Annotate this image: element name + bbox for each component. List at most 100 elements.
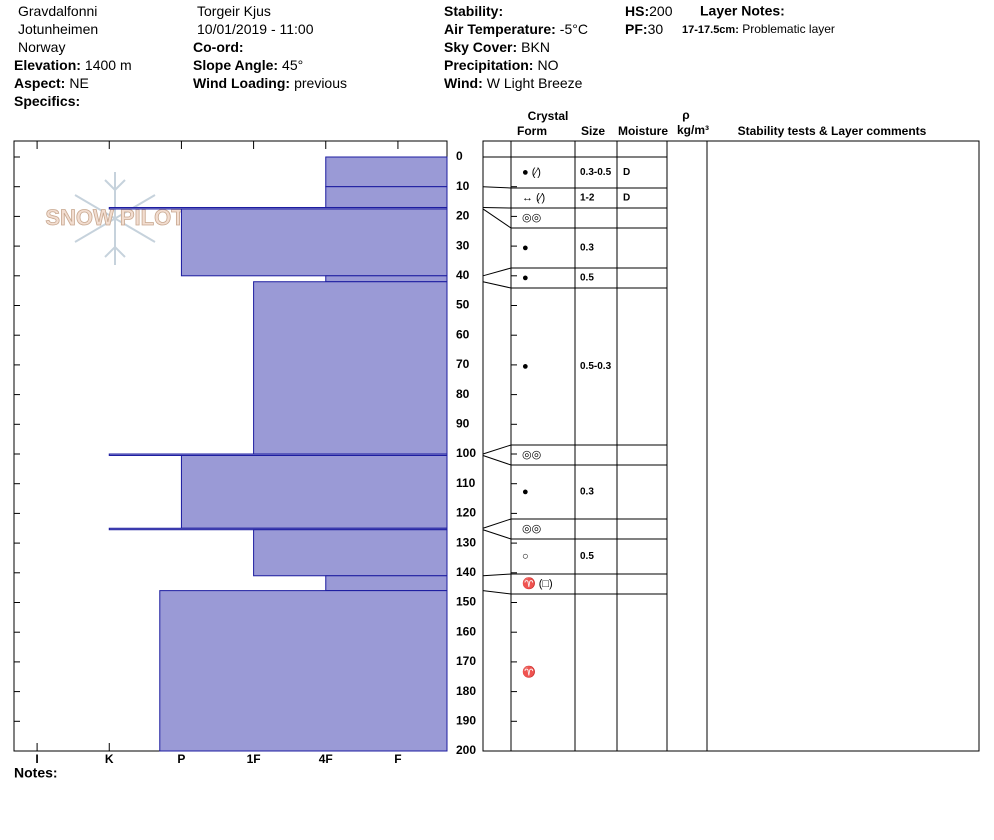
field-value: Norway <box>18 39 65 55</box>
header-field: Elevation: 1400 m <box>14 57 132 73</box>
layer-connector <box>482 281 512 289</box>
layer-connector <box>482 529 512 540</box>
header-field: Co-ord: <box>193 39 244 55</box>
header-field: Stability: <box>444 3 503 19</box>
column-header: Size <box>581 124 605 138</box>
header-field: Gravdalfonni <box>18 3 97 19</box>
y-tick-label: 20 <box>456 209 470 223</box>
crystal-form: ● <box>522 272 529 284</box>
field-value: Jotunheimen <box>18 21 98 37</box>
moisture: D <box>623 193 630 204</box>
hardness-bar <box>253 281 448 455</box>
crystal-form: ↔ (⁄) <box>522 192 545 204</box>
crystal-form: ● <box>522 242 529 254</box>
hardness-bar <box>325 156 448 188</box>
header-field: Slope Angle: 45° <box>193 57 303 73</box>
column-header: ρ <box>682 108 689 122</box>
layer-connector <box>482 267 512 277</box>
y-tick-label: 120 <box>456 506 476 520</box>
y-tick-label: 30 <box>456 238 470 252</box>
y-tick-label: 180 <box>456 684 476 698</box>
layer-connector <box>482 444 512 455</box>
y-tick-label: 130 <box>456 535 476 549</box>
field-value: NO <box>537 57 558 73</box>
header-field: Norway <box>18 39 65 55</box>
crystal-size: 0.5-0.3 <box>580 361 612 372</box>
hardness-bar <box>180 454 448 529</box>
header-field: HS:200 <box>625 3 673 19</box>
x-tick-label: 1F <box>247 752 261 766</box>
field-label: Wind: <box>444 75 483 91</box>
table-columns <box>510 141 708 751</box>
field-value: 45° <box>282 57 303 73</box>
field-value: 1400 m <box>85 57 132 73</box>
crystal-form: ◎◎ <box>522 449 541 461</box>
y-tick-label: 160 <box>456 624 476 638</box>
hardness-bar <box>253 529 448 577</box>
x-tick-label: I <box>35 752 38 766</box>
header-field: Specifics: <box>14 93 80 109</box>
y-tick-label: 90 <box>456 416 470 430</box>
field-value: BKN <box>521 39 550 55</box>
header-field: Wind: W Light Breeze <box>444 75 583 91</box>
crystal-size: 0.5 <box>580 551 594 562</box>
header-field: Wind Loading: previous <box>193 75 347 91</box>
crystal-form: ● <box>522 360 529 372</box>
column-header: kg/m³ <box>677 123 709 137</box>
y-tick-label: 0 <box>456 149 463 163</box>
crystal-form: ◎◎ <box>522 523 541 535</box>
field-label: Stability: <box>444 3 503 19</box>
column-header: Moisture <box>618 124 668 138</box>
field-label: PF: <box>625 21 648 37</box>
watermark-logo <box>74 172 156 265</box>
layer-connector <box>482 206 512 209</box>
field-value: W Light Breeze <box>487 75 583 91</box>
layer-notes-title: Layer Notes: <box>700 3 785 19</box>
header-field: Air Temperature: -5°C <box>444 21 588 37</box>
crystal-size: 0.3 <box>580 243 594 254</box>
field-label: Precipitation: <box>444 57 533 73</box>
field-value: 30 <box>648 21 664 37</box>
header-field: Jotunheimen <box>18 21 98 37</box>
layer-connector <box>482 573 512 577</box>
y-tick-label: 200 <box>456 743 476 757</box>
x-tick-label: K <box>105 752 114 766</box>
x-tick-label: F <box>394 752 401 766</box>
header-field: Aspect: NE <box>14 75 89 91</box>
field-value: previous <box>294 75 347 91</box>
field-label: Slope Angle: <box>193 57 278 73</box>
crystal-size: 0.5 <box>580 273 594 284</box>
header-field: Sky Cover: BKN <box>444 39 550 55</box>
moisture: D <box>623 167 630 178</box>
y-tick-label: 80 <box>456 387 470 401</box>
layer-connector <box>482 186 512 189</box>
hardness-bar <box>325 275 448 283</box>
y-tick-label: 110 <box>456 476 476 490</box>
field-value: 10/01/2019 - 11:00 <box>197 21 314 37</box>
field-label: Sky Cover: <box>444 39 517 55</box>
crystal-form: ○ <box>522 550 529 562</box>
header-field: Torgeir Kjus <box>197 3 271 19</box>
layer-connector <box>482 590 512 595</box>
crystal-form: ● <box>522 486 529 498</box>
field-value: 200 <box>649 3 673 19</box>
y-tick-label: 10 <box>456 179 470 193</box>
layer-connector <box>482 518 512 529</box>
column-header: Stability tests & Layer comments <box>738 124 927 138</box>
hardness-bar <box>180 208 448 277</box>
field-value: Torgeir Kjus <box>197 3 271 19</box>
crystal-form: ● (⁄) <box>522 166 541 178</box>
column-header: Crystal <box>528 109 569 123</box>
layer-note: 17-17.5cm: Problematic layer <box>682 22 835 36</box>
field-label: Specifics: <box>14 93 80 109</box>
y-tick-label: 150 <box>456 595 476 609</box>
layer-note-text: Problematic layer <box>742 22 835 36</box>
header-field: 10/01/2019 - 11:00 <box>197 21 314 37</box>
crystal-form: ◎◎ <box>522 212 541 224</box>
y-tick-label: 70 <box>456 357 470 371</box>
field-value: -5°C <box>560 21 588 37</box>
hardness-bar <box>159 590 448 752</box>
header-field: PF:30 <box>625 21 663 37</box>
field-label: Air Temperature: <box>444 21 556 37</box>
